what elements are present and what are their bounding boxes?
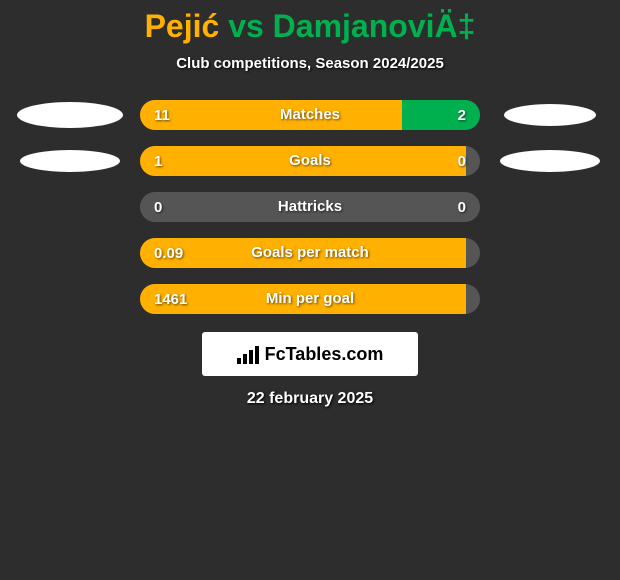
stat-bar: Goals1 0 <box>140 146 480 176</box>
date: 22 february 2025 <box>0 390 620 408</box>
stat-left-value: 0 <box>154 199 162 216</box>
stat-label: Hattricks <box>140 192 480 222</box>
stat-label: Goals per match <box>140 238 480 268</box>
logo-text: FcTables.com <box>265 344 384 365</box>
stat-bar: Hattricks0 0 <box>140 192 480 222</box>
stat-left-value: 1 <box>154 153 162 170</box>
stat-right-value: 2 <box>458 107 466 124</box>
stat-row: Goals per match0.09 <box>0 238 620 268</box>
title-vs: vs <box>228 8 264 44</box>
left-side-slot <box>0 102 140 128</box>
left-side-slot <box>0 150 140 172</box>
stat-left-value: 0.09 <box>154 245 183 262</box>
stat-left-value: 11 <box>154 107 170 124</box>
bar-chart-icon <box>237 344 261 364</box>
stat-bar: Goals per match0.09 <box>140 238 480 268</box>
right-side-slot <box>480 150 620 172</box>
logo: FcTables.com <box>237 344 384 365</box>
stat-row: Min per goal1461 <box>0 284 620 314</box>
comparison-infographic: Pejić vs DamjanoviÄ‡ Club competitions, … <box>0 0 620 408</box>
right-ellipse-icon <box>500 150 600 172</box>
stat-left-value: 1461 <box>154 291 187 308</box>
stat-bar: Min per goal1461 <box>140 284 480 314</box>
right-side-slot <box>480 104 620 126</box>
player2-name: DamjanoviÄ‡ <box>273 8 476 44</box>
stat-label: Min per goal <box>140 284 480 314</box>
stats-rows: Matches112Goals10Hattricks00Goals per ma… <box>0 100 620 314</box>
stat-right-value: 0 <box>458 199 466 216</box>
stat-row: Goals1 0 <box>0 146 620 176</box>
left-ellipse-icon <box>17 102 123 128</box>
subtitle: Club competitions, Season 2024/2025 <box>0 55 620 72</box>
comparison-title: Pejić vs DamjanoviÄ‡ <box>0 8 620 45</box>
stat-row: Matches11 2 <box>0 100 620 130</box>
left-ellipse-icon <box>20 150 120 172</box>
logo-box: FcTables.com <box>202 332 418 376</box>
stat-right-value: 0 <box>458 153 466 170</box>
player1-name: Pejić <box>145 8 220 44</box>
stat-bar: Matches11 2 <box>140 100 480 130</box>
stat-row: Hattricks0 0 <box>0 192 620 222</box>
stat-label: Goals <box>140 146 480 176</box>
stat-label: Matches <box>140 100 480 130</box>
right-ellipse-icon <box>504 104 596 126</box>
